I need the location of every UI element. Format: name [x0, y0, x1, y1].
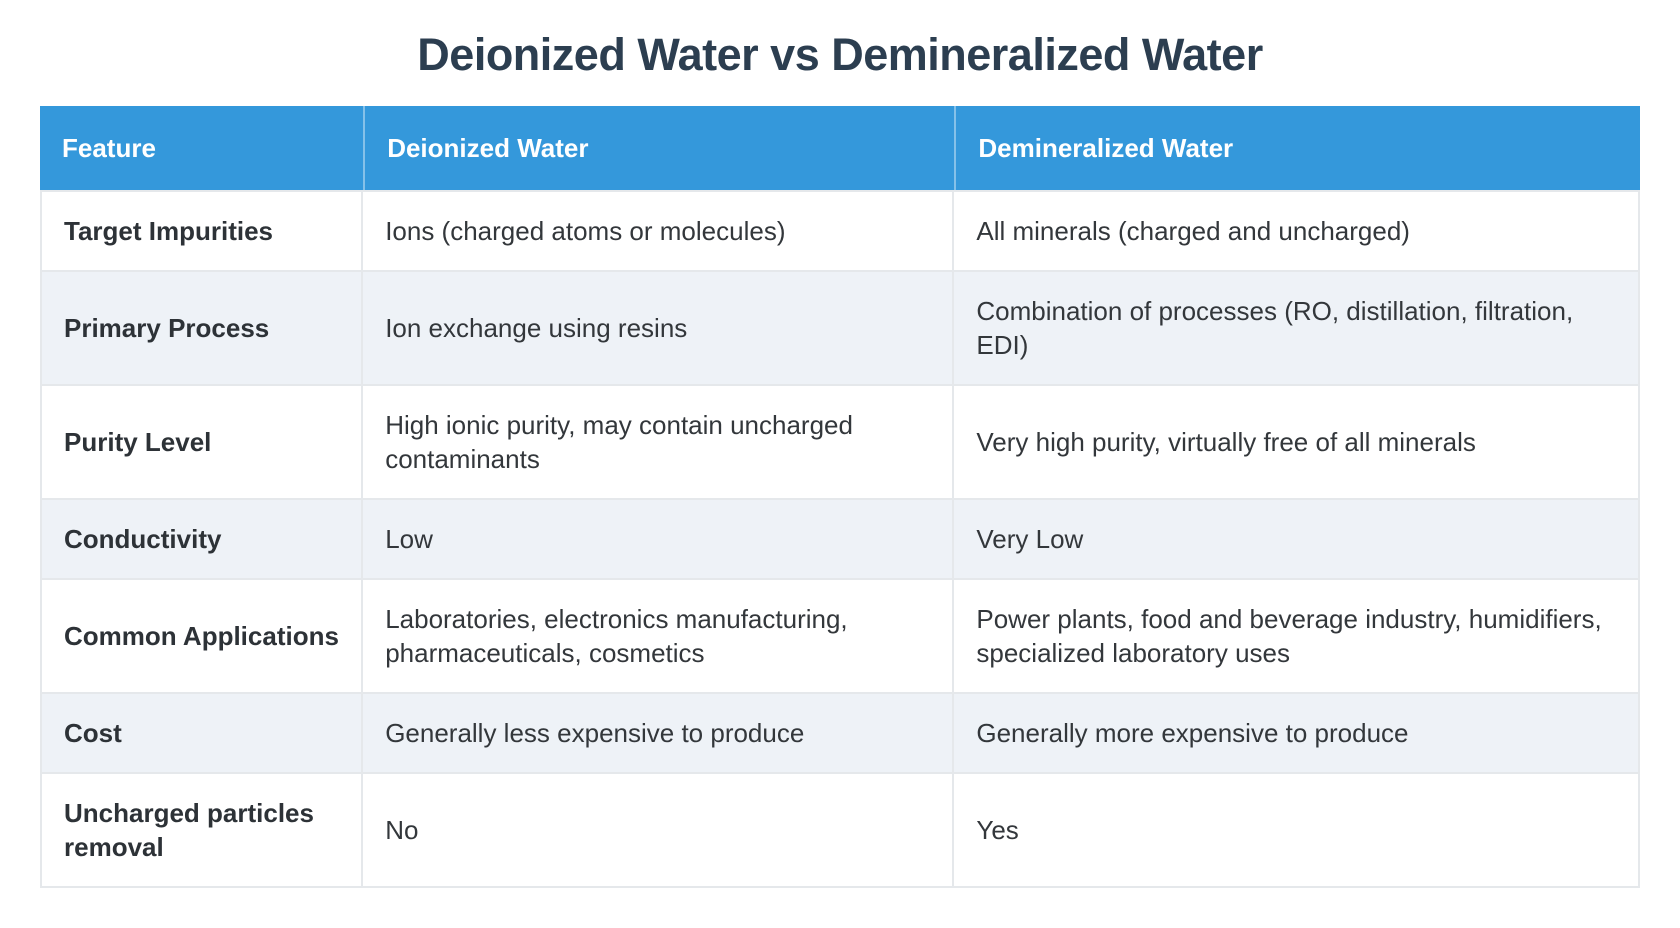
comparison-table: Feature Deionized Water Demineralized Wa… — [40, 106, 1640, 888]
table-row: Common Applications Laboratories, electr… — [40, 580, 1640, 694]
table-row: Target Impurities Ions (charged atoms or… — [40, 190, 1640, 272]
deionized-cell: Low — [363, 500, 955, 580]
demineralized-cell: Very high purity, virtually free of all … — [954, 386, 1640, 500]
deionized-cell: No — [363, 774, 955, 888]
column-header-deionized: Deionized Water — [363, 106, 955, 190]
demineralized-cell: Very Low — [954, 500, 1640, 580]
deionized-cell: High ionic purity, may contain uncharged… — [363, 386, 955, 500]
column-header-feature: Feature — [40, 106, 364, 190]
demineralized-cell: Combination of processes (RO, distillati… — [954, 272, 1640, 386]
feature-cell: Cost — [40, 694, 364, 774]
table-row: Cost Generally less expensive to produce… — [40, 694, 1640, 774]
table-row: Conductivity Low Very Low — [40, 500, 1640, 580]
header-row: Feature Deionized Water Demineralized Wa… — [40, 106, 1640, 190]
table-row: Uncharged particles removal No Yes — [40, 774, 1640, 888]
demineralized-cell: Yes — [954, 774, 1640, 888]
feature-cell: Common Applications — [40, 580, 364, 694]
deionized-cell: Ion exchange using resins — [363, 272, 955, 386]
demineralized-cell: Generally more expensive to produce — [954, 694, 1640, 774]
feature-cell: Primary Process — [40, 272, 364, 386]
deionized-cell: Ions (charged atoms or molecules) — [363, 190, 955, 272]
demineralized-cell: Power plants, food and beverage industry… — [954, 580, 1640, 694]
feature-cell: Conductivity — [40, 500, 364, 580]
feature-cell: Target Impurities — [40, 190, 364, 272]
deionized-cell: Generally less expensive to produce — [363, 694, 955, 774]
table-row: Primary Process Ion exchange using resin… — [40, 272, 1640, 386]
feature-cell: Purity Level — [40, 386, 364, 500]
deionized-cell: Laboratories, electronics manufacturing,… — [363, 580, 955, 694]
column-header-demineralized: Demineralized Water — [954, 106, 1640, 190]
table-row: Purity Level High ionic purity, may cont… — [40, 386, 1640, 500]
demineralized-cell: All minerals (charged and uncharged) — [954, 190, 1640, 272]
page-title: Deionized Water vs Demineralized Water — [417, 29, 1263, 80]
feature-cell: Uncharged particles removal — [40, 774, 364, 888]
